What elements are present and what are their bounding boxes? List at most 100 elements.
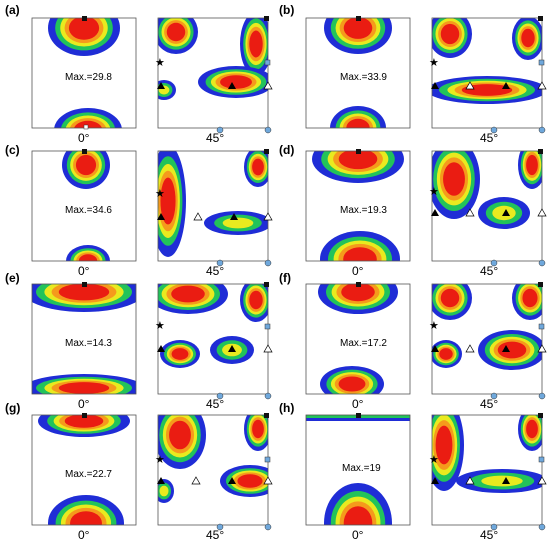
panel-label: (d) [279, 143, 294, 157]
blue-circle-marker [490, 392, 498, 400]
filled-triangle-marker [502, 82, 510, 89]
filled-triangle-marker [228, 477, 236, 484]
blue-circle-marker [264, 392, 272, 400]
blue-circle-marker [264, 523, 272, 531]
black-square-marker [356, 16, 361, 21]
blue-circle-marker [490, 259, 498, 267]
axis-label-0: 0° [78, 528, 90, 542]
blue-circle-marker [538, 126, 546, 134]
left-section: Max.=29.8 0° [31, 16, 137, 145]
blue-circle-marker [216, 259, 224, 267]
blue-circle-marker [264, 126, 272, 134]
open-triangle-marker [191, 476, 201, 485]
axis-label-45: 45° [206, 264, 224, 278]
panel-b: (b) Max.=33.9 ★ 4 [279, 3, 547, 145]
blue-circle-marker [538, 259, 546, 267]
open-triangle-marker [263, 344, 273, 353]
black-square-marker [356, 413, 361, 418]
filled-triangle-marker [502, 345, 510, 352]
filled-triangle-marker [431, 82, 439, 89]
star-marker: ★ [155, 57, 165, 69]
open-triangle-marker [465, 81, 475, 90]
open-triangle-marker [193, 212, 203, 221]
black-square-marker [82, 16, 87, 21]
axis-label-45: 45° [206, 528, 224, 542]
filled-triangle-marker [431, 345, 439, 352]
star-marker: ★ [155, 188, 165, 200]
axis-label-45: 45° [480, 397, 498, 411]
filled-triangle-marker [431, 209, 439, 216]
open-triangle-marker [537, 476, 547, 485]
axis-label-0: 0° [352, 528, 364, 542]
white-square-marker [83, 124, 89, 130]
left-section: Max.=19 0° [305, 413, 411, 542]
panel-label: (e) [5, 271, 20, 285]
panel-g: (g) Max.=22.7 0° ★ [5, 401, 273, 542]
black-square-marker [538, 149, 543, 154]
open-triangle-marker [465, 344, 475, 353]
axis-label-0: 0° [78, 131, 90, 145]
max-value: Max.=22.7 [65, 469, 112, 480]
black-square-marker [82, 413, 87, 418]
right-section: ★ 45° [155, 282, 273, 411]
panel-a: (a) Max.=29.8 0° ★ [5, 3, 273, 145]
filled-triangle-marker [157, 477, 165, 484]
right-section: ★ 45° [429, 149, 547, 278]
blue-circle-marker [490, 126, 498, 134]
right-section: ★ 45° [155, 149, 273, 278]
blue-square-marker [538, 59, 545, 66]
left-section: Max.=17.2 0° [305, 282, 411, 411]
filled-triangle-marker [157, 82, 165, 89]
black-square-marker [356, 282, 361, 287]
star-marker: ★ [155, 320, 165, 332]
max-value: Max.=34.6 [65, 205, 112, 216]
max-value: Max.=29.8 [65, 72, 112, 83]
blue-circle-marker [538, 392, 546, 400]
panel-c: (c) Max.=34.6 0° ★ [5, 143, 273, 278]
black-square-marker [264, 149, 269, 154]
black-square-marker [264, 413, 269, 418]
black-square-marker [264, 16, 269, 21]
filled-triangle-marker [157, 345, 165, 352]
panel-label: (a) [5, 3, 20, 17]
right-section: ★ 45° [429, 413, 547, 542]
filled-triangle-marker [157, 213, 165, 220]
black-square-marker [538, 282, 543, 287]
left-section: Max.=33.9 [305, 16, 411, 129]
blue-square-marker [538, 323, 545, 330]
blue-circle-marker [264, 259, 272, 267]
panel-label: (b) [279, 3, 294, 17]
axis-label-45: 45° [480, 528, 498, 542]
blue-square-marker [538, 456, 545, 463]
black-square-marker [356, 149, 361, 154]
left-section: Max.=34.6 0° [31, 149, 137, 278]
filled-triangle-marker [502, 209, 510, 216]
left-section: Max.=14.3 0° [31, 282, 137, 411]
panel-label: (f) [279, 271, 291, 285]
panel-label: (h) [279, 401, 294, 415]
star-marker: ★ [155, 454, 165, 466]
open-triangle-marker [465, 476, 475, 485]
right-section: ★ 45° [155, 413, 273, 542]
max-value: Max.=19 [342, 463, 381, 474]
right-section: ★ 45° [155, 16, 273, 145]
right-section: ★ 45° [429, 16, 547, 145]
panel-d: (d) Max.=19.3 0° ★ [279, 143, 547, 278]
black-square-marker [264, 282, 269, 287]
star-marker: ★ [429, 320, 439, 332]
black-square-marker [538, 16, 543, 21]
open-triangle-marker [465, 208, 475, 217]
star-marker: ★ [429, 186, 439, 198]
open-triangle-marker [263, 212, 273, 221]
blue-circle-marker [216, 392, 224, 400]
star-marker: ★ [429, 57, 439, 69]
open-triangle-marker [263, 476, 273, 485]
open-triangle-marker [263, 81, 273, 90]
filled-triangle-marker [502, 477, 510, 484]
blue-circle-marker [538, 523, 546, 531]
axis-label-45: 45° [480, 131, 498, 145]
blue-circle-marker [216, 523, 224, 531]
left-section: Max.=22.7 0° [31, 413, 137, 542]
axis-label-0: 0° [352, 264, 364, 278]
